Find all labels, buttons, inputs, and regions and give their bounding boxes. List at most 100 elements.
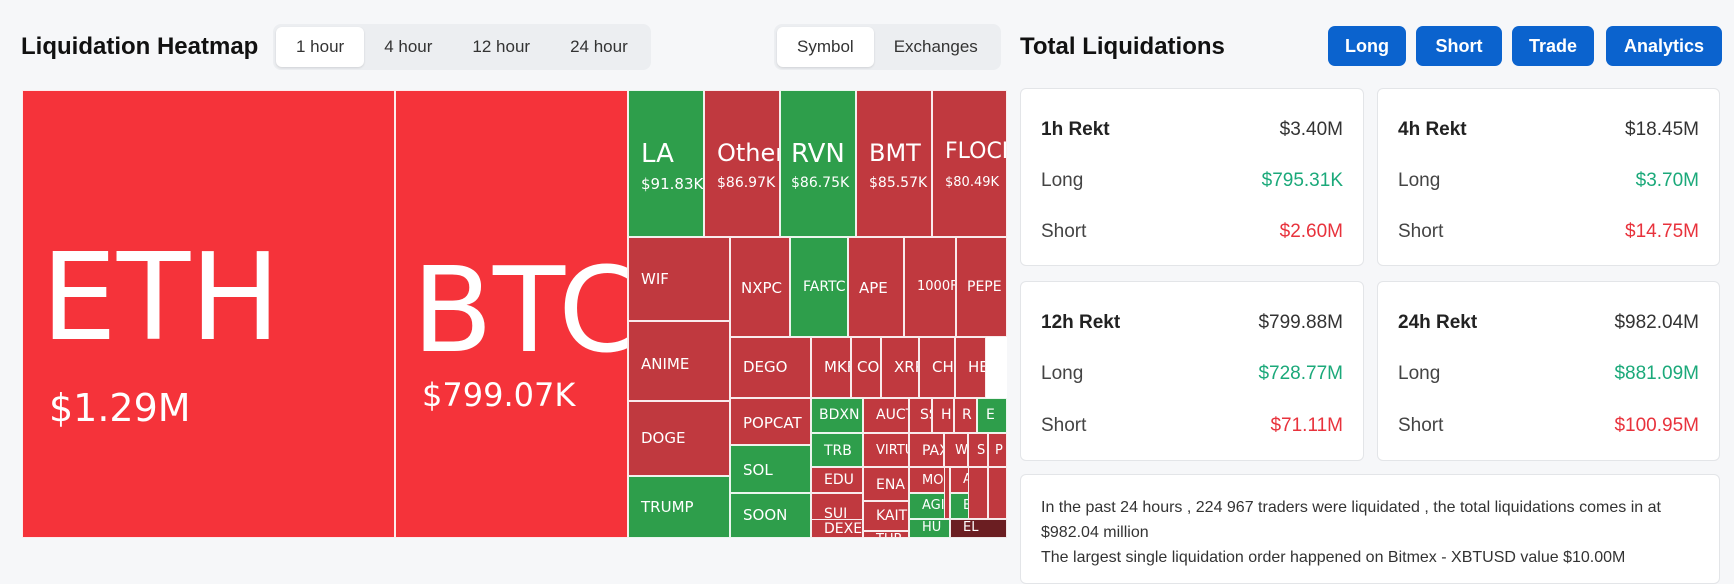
tile-symbol: PEPE [967, 279, 1002, 295]
card-period: 1h Rekt [1041, 119, 1110, 140]
tile-nxpc[interactable]: NXPC [730, 237, 790, 337]
tile-virtu[interactable]: VIRTU [863, 433, 909, 467]
tile-sol[interactable]: SOL [730, 445, 811, 493]
liquidation-summary: In the past 24 hours , 224 967 traders w… [1020, 474, 1720, 584]
tile-symbol: FLOCK [945, 139, 1006, 164]
tile-xrp[interactable]: XRP [881, 337, 919, 398]
tab-24-hour[interactable]: 24 hour [570, 37, 628, 56]
tab-12-hour[interactable]: 12 hour [472, 37, 531, 56]
tile-trb[interactable]: TRB [811, 433, 863, 467]
analytics-button[interactable]: Analytics [1606, 26, 1722, 66]
tile-ape[interactable]: APE [848, 237, 904, 337]
long-value: $3.70M [1635, 170, 1699, 191]
tile-pepe[interactable]: PEPE [956, 237, 1007, 337]
tile-hu[interactable]: HU [909, 519, 950, 538]
tile-soon[interactable]: SOON [730, 493, 811, 538]
tile-symbol: ETH [41, 229, 281, 368]
card-total: $18.45M [1625, 119, 1699, 140]
card-total: $799.88M [1258, 312, 1343, 333]
tile-btc[interactable]: BTC $799.07K [395, 90, 628, 538]
short-button[interactable]: Short [1416, 26, 1502, 66]
tile-unlabeled[interactable] [944, 467, 950, 519]
tile-mkr[interactable]: MKR [811, 337, 851, 398]
tab-4-hour[interactable]: 4 hour [384, 37, 433, 56]
tile-ch[interactable]: CH [919, 337, 955, 398]
long-button[interactable]: Long [1328, 26, 1406, 66]
tile-tur[interactable]: TUR [863, 531, 909, 538]
tile-h[interactable]: H [932, 398, 954, 433]
tile-ena[interactable]: ENA [863, 467, 909, 501]
long-label: Long [1398, 363, 1441, 384]
tile-bdxn[interactable]: BDXN [811, 398, 863, 433]
tile-symbol: KAIT [876, 508, 908, 524]
short-value: $71.11M [1270, 415, 1343, 436]
summary-line-2: The largest single liquidation order hap… [1041, 549, 1626, 566]
tile-mood[interactable]: MOOD [909, 467, 950, 493]
tile-he[interactable]: HE [955, 337, 986, 398]
rekt-card-1h: 1h Rekt $3.40M Long $795.31K Short $2.60… [1020, 88, 1364, 266]
tile-eth[interactable]: ETH $1.29M [22, 90, 395, 538]
tile-value: $85.57K [869, 175, 928, 191]
tile-s[interactable]: S [968, 433, 988, 467]
tile-anime[interactable]: ANIME [628, 321, 730, 401]
card-short-row: Short $14.75M [1398, 219, 1699, 245]
tab-exchanges[interactable]: Exchanges [893, 37, 978, 56]
tile-value: $86.75K [791, 175, 850, 191]
tile-p[interactable]: P [988, 433, 1007, 467]
tile-symbol: EL [963, 520, 979, 535]
card-long-row: Long $3.70M [1398, 168, 1699, 194]
tile-kait[interactable]: KAIT [863, 501, 909, 531]
tile-symbol: E [986, 407, 995, 423]
tile-fartc[interactable]: FARTC [790, 237, 848, 337]
tile-doge[interactable]: DOGE [628, 401, 730, 476]
tile-ss[interactable]: SS [909, 398, 932, 433]
tile-symbol: BMT [869, 139, 921, 167]
tab-1-hour[interactable]: 1 hour [276, 27, 365, 67]
tile-symbol: WIF [641, 270, 669, 288]
tile-wif[interactable]: WIF [628, 237, 730, 321]
tile-unlabeled[interactable] [968, 467, 988, 519]
tile-value: $91.83K [641, 175, 704, 193]
tile-symbol: 1000F [917, 279, 956, 294]
tile-symbol: R [962, 407, 972, 423]
tile-unlabeled[interactable] [988, 467, 1007, 519]
rekt-card-12h: 12h Rekt $799.88M Long $728.77M Short $7… [1020, 281, 1364, 461]
long-label: Long [1398, 170, 1441, 191]
tile-dego[interactable]: DEGO [730, 337, 811, 398]
tile-1000f[interactable]: 1000F [904, 237, 956, 337]
tile-symbol: BTC [412, 241, 628, 379]
card-header-row: 4h Rekt $18.45M [1398, 117, 1699, 143]
tile-trump[interactable]: TRUMP [628, 476, 730, 538]
tile-rvn[interactable]: RVN $86.75K [780, 90, 856, 237]
tile-bmt[interactable]: BMT $85.57K [856, 90, 932, 237]
tile-el[interactable]: EL [950, 519, 1007, 538]
tile-value: $1.29M [49, 386, 191, 430]
time-range-tabs: 1 hour 4 hour 12 hour 24 hour [273, 24, 651, 70]
tile-dexe[interactable]: DEXE [811, 519, 863, 538]
total-liquidations-title: Total Liquidations [1020, 33, 1225, 60]
long-label: Long [1041, 170, 1084, 191]
tile-symbol: TUR [876, 532, 903, 537]
tile-r[interactable]: R [954, 398, 977, 433]
tile-auct[interactable]: AUCT [863, 398, 909, 433]
tile-value: $799.07K [422, 376, 576, 414]
tab-symbol[interactable]: Symbol [777, 27, 874, 67]
tile-symbol: MKR [824, 358, 850, 376]
tile-flock[interactable]: FLOCK $80.49K [932, 90, 1007, 237]
tile-edu[interactable]: EDU [811, 467, 863, 493]
tile-popcat[interactable]: POPCAT [730, 398, 811, 445]
trade-button[interactable]: Trade [1512, 26, 1594, 66]
tile-symbol: TRB [824, 443, 852, 459]
tile-pax[interactable]: PAX [909, 433, 944, 467]
card-header-row: 1h Rekt $3.40M [1041, 117, 1343, 143]
tile-com[interactable]: COM [851, 337, 881, 398]
liquidation-treemap: ETH $1.29M BTC$799.07K LA $91.83K Others $86.9… [22, 90, 1007, 538]
tile-w[interactable]: W [944, 433, 968, 467]
view-mode-tabs: Symbol Exchanges [774, 24, 1001, 70]
card-long-row: Long $881.09M [1398, 361, 1699, 387]
tile-others[interactable]: Others $86.97K [704, 90, 780, 237]
tile-la[interactable]: LA $91.83K [628, 90, 704, 237]
tile-symbol: P [995, 443, 1003, 458]
tile-e[interactable]: E [977, 398, 1007, 433]
tile-agi[interactable]: AGI [909, 493, 950, 519]
